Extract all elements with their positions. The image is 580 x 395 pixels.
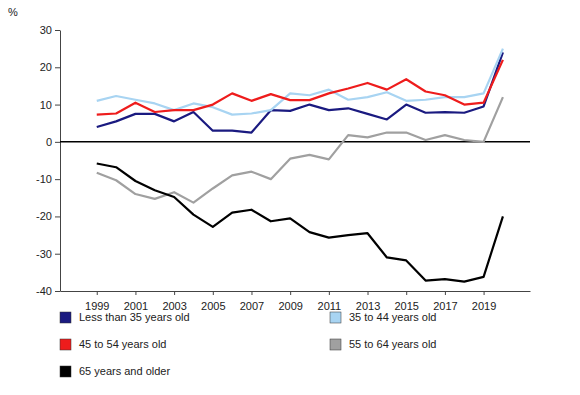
y-tick-mark (55, 216, 60, 217)
x-tick-label: 2005 (201, 300, 225, 312)
legend-item: 45 to 54 years old (60, 338, 166, 350)
x-tick-mark (97, 291, 98, 295)
legend-swatch (60, 339, 71, 350)
y-tick-mark (55, 67, 60, 68)
legend: Less than 35 years old 35 to 44 years old… (60, 311, 436, 377)
y-tick: 0 (46, 136, 60, 148)
y-tick: -30 (36, 248, 60, 260)
legend-swatch (60, 312, 71, 323)
x-tick-label: 2019 (472, 300, 496, 312)
x-tick-label: 2017 (433, 300, 457, 312)
legend-swatch (60, 366, 71, 377)
y-tick-label: -30 (36, 248, 52, 260)
x-tick-mark (445, 291, 446, 295)
x-tick: 2001 (124, 291, 148, 312)
y-tick-mark (55, 30, 60, 31)
y-tick-label: 20 (40, 61, 52, 73)
legend-swatch (330, 312, 341, 323)
x-tick-mark (484, 291, 485, 295)
x-tick: 2003 (162, 291, 186, 312)
y-tick: 30 (40, 24, 60, 36)
x-tick-mark (213, 291, 214, 295)
x-tick: 2011 (318, 291, 342, 312)
y-tick: 20 (40, 61, 60, 73)
y-tick: -40 (36, 285, 60, 297)
x-axis: 1999 2001 2003 2005 2007 2009 2011 2013 2015 2017… (61, 291, 531, 312)
x-tick: 1999 (85, 291, 109, 312)
legend-item: 65 years and older (60, 365, 170, 377)
x-tick-mark (251, 291, 252, 295)
legend-item: Less than 35 years old (60, 311, 190, 323)
y-tick-mark (55, 254, 60, 255)
x-tick: 2013 (356, 291, 380, 312)
legend-label: 55 to 64 years old (349, 338, 436, 350)
y-tick-mark (55, 105, 60, 106)
y-tick-label: -20 (36, 210, 52, 222)
series-line (97, 60, 503, 115)
x-tick-label: 2009 (278, 300, 302, 312)
legend-item: 35 to 44 years old (330, 311, 436, 323)
x-tick-mark (174, 291, 175, 295)
y-tick-label: -10 (36, 173, 52, 185)
x-tick-mark (290, 291, 291, 295)
x-axis-line (61, 291, 531, 292)
y-tick-mark (55, 142, 60, 143)
y-tick-label: 30 (40, 24, 52, 36)
x-tick: 2015 (394, 291, 418, 312)
y-tick-mark (55, 291, 60, 292)
x-tick-label: 2007 (240, 300, 264, 312)
x-tick-mark (406, 291, 407, 295)
series-line (97, 52, 503, 132)
x-tick-mark (329, 291, 330, 295)
series-line (97, 97, 503, 203)
y-tick-label: 10 (40, 99, 52, 111)
legend-label: 35 to 44 years old (349, 311, 436, 323)
x-tick: 2019 (472, 291, 496, 312)
y-tick-label: -40 (36, 285, 52, 297)
series-line (97, 49, 503, 115)
legend-label: 45 to 54 years old (79, 338, 166, 350)
x-tick: 2017 (433, 291, 457, 312)
y-axis-label: % (8, 6, 18, 18)
y-axis: -40 -30 -20 -10 0 10 20 30 (36, 24, 60, 297)
x-tick-mark (368, 291, 369, 295)
y-tick: -10 (36, 173, 60, 185)
x-tick: 2009 (278, 291, 302, 312)
zero-line (60, 141, 530, 143)
legend-label: 65 years and older (79, 365, 170, 377)
y-tick-label: 0 (46, 136, 52, 148)
legend-item: 55 to 64 years old (330, 338, 436, 350)
y-tick-mark (55, 179, 60, 180)
legend-swatch (330, 339, 341, 350)
x-tick-label: 2011 (318, 300, 342, 312)
y-axis-line (60, 31, 61, 292)
plot-area (97, 49, 503, 282)
y-tick: -20 (36, 210, 60, 222)
x-tick-mark (135, 291, 136, 295)
legend-label: Less than 35 years old (79, 311, 190, 323)
y-tick: 10 (40, 99, 60, 111)
series-line (97, 163, 503, 281)
chart: % -40 -30 -20 -10 0 10 20 30 1999 2001 2003 2005 2007… (0, 0, 580, 395)
x-tick: 2005 (201, 291, 225, 312)
x-tick: 2007 (240, 291, 264, 312)
